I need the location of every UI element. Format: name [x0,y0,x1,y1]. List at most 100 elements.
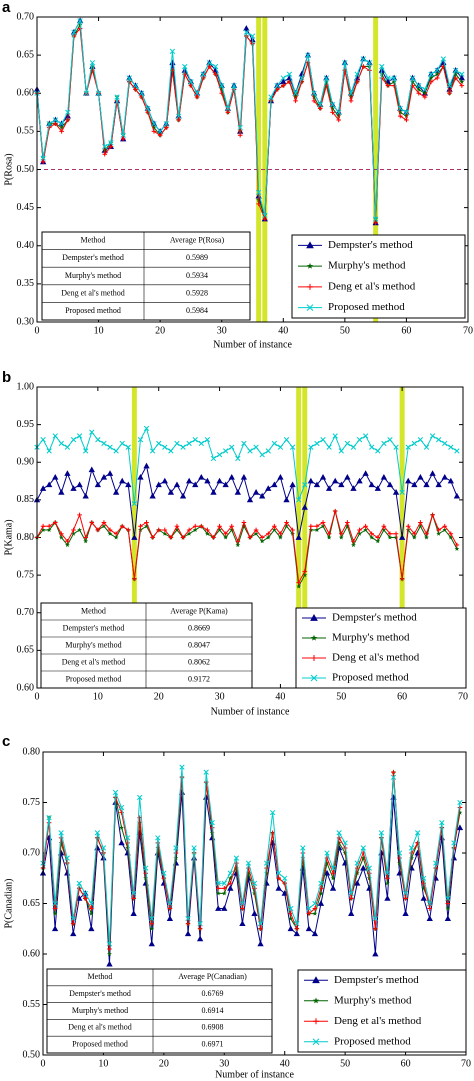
series-line [42,772,461,955]
marker [204,531,210,536]
marker [312,1038,320,1046]
x-tick-label: 20 [154,691,164,702]
legend-label: Proposed method [332,672,409,684]
marker [198,440,204,447]
marker [336,109,342,115]
marker [436,531,442,536]
marker [252,886,257,891]
y-tick-label: 0.75 [17,569,35,580]
marker [391,75,397,81]
marker [82,890,88,897]
marker [366,875,372,881]
marker [259,492,266,499]
marker [415,830,421,836]
marker [179,492,187,499]
marker [276,870,282,876]
marker [459,71,465,77]
marker [374,485,381,491]
marker [168,448,174,454]
table-cell: Murphy's method [65,271,121,280]
marker [330,865,336,871]
marker [70,930,77,937]
marker [286,71,293,77]
marker [421,875,427,881]
table-cell: 0.6914 [202,1006,224,1015]
marker [64,470,71,476]
marker [324,860,330,866]
marker [151,129,157,134]
table-cell: 0.9172 [188,674,210,683]
marker [448,534,454,540]
marker [393,444,399,450]
table-header: Method [81,606,106,615]
marker [239,900,246,907]
marker [344,523,350,529]
marker [39,485,47,491]
marker [253,531,259,536]
marker [417,523,423,529]
marker [416,82,422,89]
y-tick-label: 0.75 [23,797,41,808]
marker [445,906,451,911]
marker [296,583,302,589]
marker [215,890,221,896]
table-cell: 0.5989 [186,253,208,262]
marker [444,915,452,921]
marker [354,79,360,85]
marker [430,512,435,518]
marker [320,523,326,529]
marker [375,538,381,544]
y-tick-label: 0.85 [17,494,35,505]
marker [107,951,112,957]
marker [418,520,423,525]
marker [252,890,257,896]
y-tick-label: 0.80 [17,532,35,543]
marker [417,437,424,443]
marker [311,655,317,661]
marker [404,117,409,123]
marker [71,531,76,536]
marker [456,824,464,831]
marker [194,90,200,96]
marker [212,63,219,70]
series-line [42,772,461,949]
marker [329,885,337,891]
marker [227,885,234,891]
marker [310,634,318,641]
marker [453,75,458,81]
marker [173,855,179,861]
marker [241,520,247,525]
marker [192,481,199,488]
marker [258,926,263,932]
marker [107,444,113,450]
marker [131,896,136,901]
marker [282,881,288,886]
table-cell: 0.5934 [186,271,208,280]
y-tick-label: 0.30 [17,316,35,327]
marker [95,90,102,96]
marker [380,473,388,480]
table-header: Average P(Rosa) [170,236,225,245]
marker [403,109,410,115]
x-tick-label: 30 [217,325,227,336]
marker [185,921,191,926]
marker [131,534,138,540]
marker [143,425,150,432]
marker [240,906,245,911]
marker [259,452,265,458]
table-cell: 0.8047 [188,640,210,649]
marker [409,75,416,81]
marker [151,125,157,130]
x-tick-label: 60 [397,691,407,702]
marker [90,64,95,69]
table-bg [41,231,251,321]
marker [284,520,289,525]
marker [457,799,463,806]
marker [179,764,185,770]
marker [410,79,415,84]
marker [290,527,295,533]
marker [350,444,357,450]
marker [265,534,271,540]
marker [235,455,241,462]
marker [216,477,223,484]
